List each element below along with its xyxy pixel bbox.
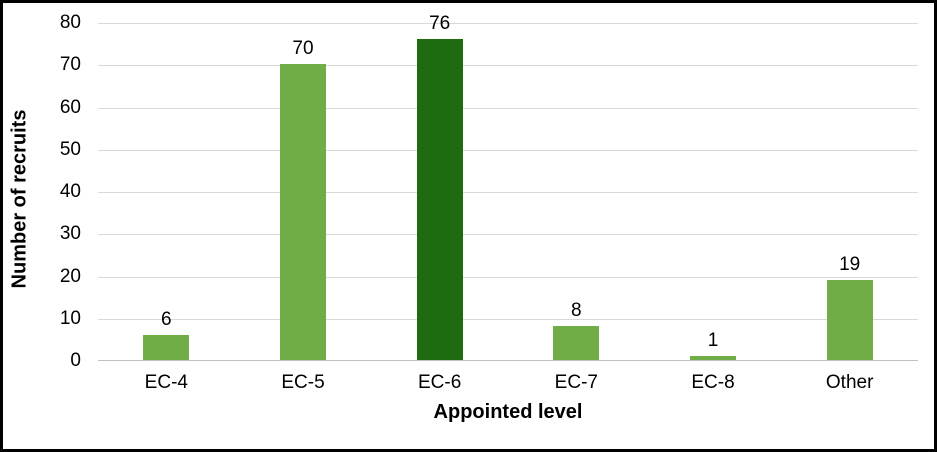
y-gridline bbox=[98, 23, 918, 24]
bar-value-label: 6 bbox=[161, 308, 172, 330]
bar-value-label: 19 bbox=[839, 253, 861, 275]
y-gridline bbox=[98, 65, 918, 67]
y-tick-label: 30 bbox=[59, 223, 81, 245]
bar-other bbox=[826, 279, 873, 360]
y-gridline bbox=[98, 149, 918, 151]
x-axis-title: Appointed level bbox=[433, 401, 583, 423]
y-tick-label: 10 bbox=[59, 307, 81, 329]
bar-value-label: 76 bbox=[429, 12, 451, 34]
bar-ec-7 bbox=[553, 326, 600, 360]
y-gridline bbox=[98, 276, 918, 278]
bar-value-label: 70 bbox=[292, 38, 314, 60]
y-tick-label: 40 bbox=[59, 181, 81, 202]
y-tick-label: 50 bbox=[59, 138, 81, 160]
bar-ec-6 bbox=[416, 38, 463, 360]
y-gridline bbox=[98, 192, 918, 193]
y-tick-label: 20 bbox=[59, 265, 81, 287]
y-gridline bbox=[98, 234, 918, 236]
y-tick-label: 0 bbox=[70, 350, 81, 371]
y-tick-label: 70 bbox=[59, 54, 81, 76]
x-category-label: EC-7 bbox=[554, 372, 598, 393]
y-tick-label: 80 bbox=[59, 12, 81, 33]
x-category-label: EC-6 bbox=[418, 372, 462, 393]
x-category-label: EC-4 bbox=[144, 372, 188, 393]
y-tick-label: 60 bbox=[59, 96, 81, 118]
x-category-label: EC-8 bbox=[691, 372, 735, 393]
y-gridline bbox=[98, 318, 918, 320]
x-category-label: Other bbox=[825, 372, 874, 393]
bar-ec-4 bbox=[143, 334, 190, 360]
x-category-label: EC-5 bbox=[281, 372, 325, 393]
bar-value-label: 8 bbox=[571, 300, 582, 322]
bar-ec-8 bbox=[690, 355, 736, 360]
y-gridline bbox=[98, 107, 918, 109]
plot-area: 6 70 76 8 1 19 bbox=[98, 13, 918, 361]
bar-ec-5 bbox=[280, 64, 326, 360]
bar-value-label: 1 bbox=[707, 329, 719, 351]
x-axis-line bbox=[98, 360, 918, 361]
